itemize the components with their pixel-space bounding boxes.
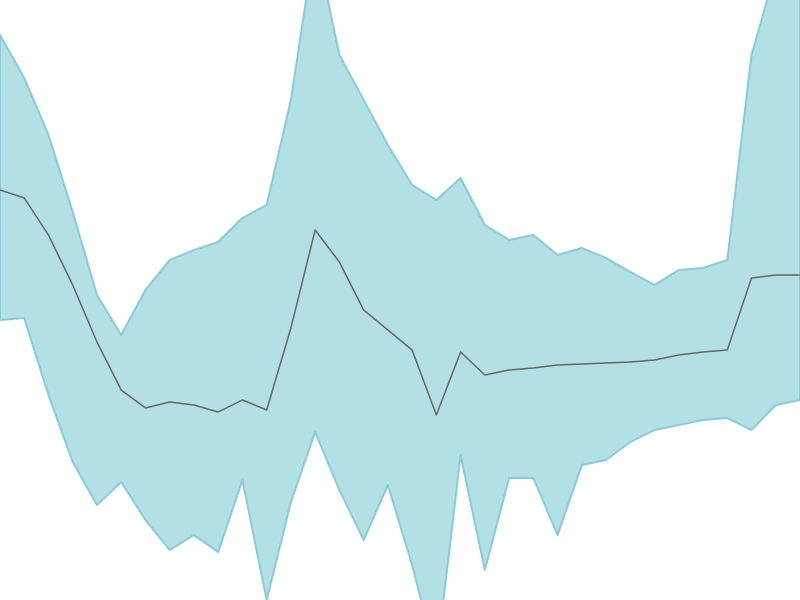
line-band-chart (0, 0, 800, 600)
chart-svg (0, 0, 800, 600)
